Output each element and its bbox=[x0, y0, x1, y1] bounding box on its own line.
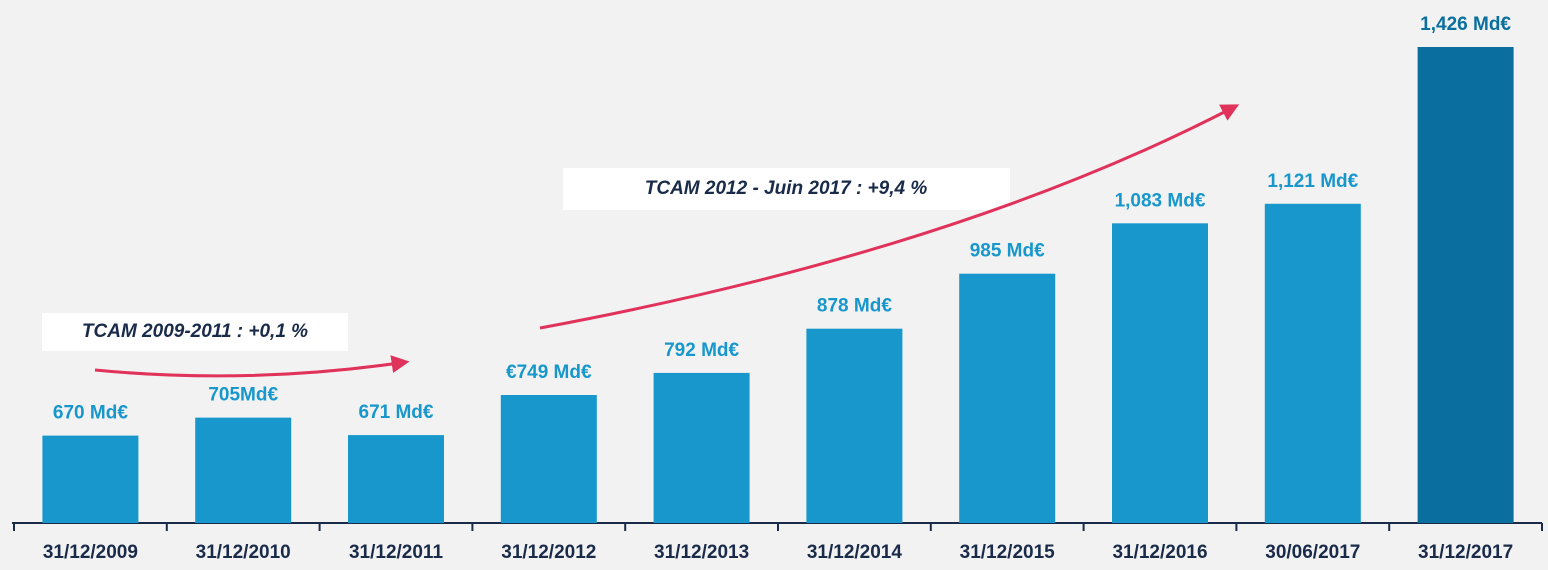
annotation-box bbox=[42, 313, 348, 351]
bar bbox=[653, 372, 750, 523]
x-tick-label: 31/12/2012 bbox=[501, 542, 596, 563]
annotation: TCAM 2009-2011 : +0,1 % bbox=[82, 321, 308, 342]
value-label: 985 Md€ bbox=[970, 241, 1045, 262]
value-label: 1,426 Md€ bbox=[1420, 14, 1511, 35]
bar bbox=[959, 273, 1056, 523]
bar bbox=[1112, 223, 1208, 523]
bar bbox=[806, 328, 903, 523]
bar bbox=[195, 417, 292, 523]
value-label: 671 Md€ bbox=[359, 402, 434, 423]
value-label: 792 Md€ bbox=[664, 340, 739, 361]
bar bbox=[500, 395, 597, 523]
x-tick-label: 31/12/2016 bbox=[1112, 542, 1207, 563]
bar bbox=[348, 435, 444, 523]
bar bbox=[1417, 47, 1514, 523]
value-label: 1,121 Md€ bbox=[1267, 171, 1358, 192]
x-tick-label: 31/12/2015 bbox=[960, 542, 1056, 563]
x-tick-label: 31/12/2017 bbox=[1418, 542, 1513, 563]
trend-arrow bbox=[94, 355, 410, 378]
value-label: 1,083 Md€ bbox=[1115, 190, 1206, 211]
x-tick-label: 31/12/2013 bbox=[654, 542, 749, 563]
value-label: 878 Md€ bbox=[817, 296, 892, 317]
value-label: 705Md€ bbox=[208, 385, 278, 406]
value-label: €749 Md€ bbox=[506, 362, 592, 383]
bar bbox=[42, 435, 139, 523]
trend-arrow bbox=[539, 104, 1240, 330]
x-tick-label: 30/06/2017 bbox=[1265, 542, 1360, 563]
x-tick-label: 31/12/2010 bbox=[196, 542, 291, 563]
x-tick-label: 31/12/2014 bbox=[807, 542, 903, 563]
x-tick-label: 31/12/2011 bbox=[349, 542, 443, 563]
annotation: TCAM 2012 - Juin 2017 : +9,4 % bbox=[645, 178, 928, 199]
x-tick-label: 31/12/2009 bbox=[43, 542, 138, 563]
value-label: 670 Md€ bbox=[53, 403, 128, 424]
annotation-box bbox=[563, 168, 1010, 210]
bar bbox=[1264, 203, 1361, 523]
